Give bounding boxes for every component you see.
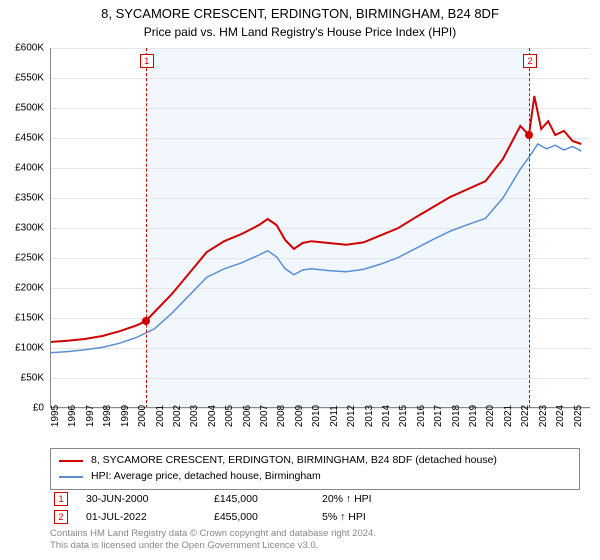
x-tick-label: 2021 (503, 405, 514, 427)
x-tick-label: 2009 (294, 405, 305, 427)
y-tick-label: £200K (15, 283, 44, 294)
x-tick-label: 2003 (189, 405, 200, 427)
x-tick-label: 2020 (485, 405, 496, 427)
legend-swatch (59, 476, 83, 478)
y-axis-line (50, 48, 51, 408)
x-tick-label: 2022 (520, 405, 531, 427)
legend-label: 8, SYCAMORE CRESCENT, ERDINGTON, BIRMING… (91, 453, 497, 469)
x-tick-label: 2008 (276, 405, 287, 427)
x-tick-label: 2005 (224, 405, 235, 427)
x-tick-label: 2025 (573, 405, 584, 427)
event-marker-box: 2 (54, 510, 68, 524)
event-row: 2 01-JUL-2022 £455,000 5% ↑ HPI (50, 508, 580, 526)
x-tick-label: 2019 (468, 405, 479, 427)
x-tick-label: 1997 (85, 405, 96, 427)
event-table: 1 30-JUN-2000 £145,000 20% ↑ HPI 2 01-JUL-202… (50, 490, 580, 526)
marker-dot (525, 131, 533, 139)
chart-title: 8, SYCAMORE CRESCENT, ERDINGTON, BIRMING… (0, 0, 600, 23)
x-tick-label: 1998 (102, 405, 113, 427)
y-tick-label: £250K (15, 253, 44, 264)
legend-row: 8, SYCAMORE CRESCENT, ERDINGTON, BIRMING… (59, 453, 571, 469)
x-tick-label: 2010 (311, 405, 322, 427)
footer-line-1: Contains HM Land Registry data © Crown c… (50, 528, 376, 540)
event-delta: 5% ↑ HPI (322, 511, 432, 523)
marker-vline (146, 48, 147, 408)
x-tick-label: 2011 (329, 405, 340, 427)
y-tick-label: £50K (21, 373, 44, 384)
event-price: £145,000 (214, 493, 304, 505)
x-tick-label: 2001 (155, 405, 166, 427)
y-tick-label: £550K (15, 73, 44, 84)
event-date: 30-JUN-2000 (86, 493, 196, 505)
x-tick-label: 2002 (172, 405, 183, 427)
y-tick-label: £600K (15, 43, 44, 54)
x-tick-label: 2004 (207, 405, 218, 427)
plot-area: 12 £0£50K£100K£150K£200K£250K£300K£350K£… (50, 48, 590, 408)
y-tick-label: £350K (15, 193, 44, 204)
x-tick-label: 2024 (555, 405, 566, 427)
y-tick-label: £150K (15, 313, 44, 324)
marker-label-box: 2 (523, 54, 537, 68)
event-row: 1 30-JUN-2000 £145,000 20% ↑ HPI (50, 490, 580, 508)
x-tick-label: 2014 (381, 405, 392, 427)
x-tick-label: 2016 (416, 405, 427, 427)
x-tick-label: 2007 (259, 405, 270, 427)
y-tick-label: £450K (15, 133, 44, 144)
marker-label-box: 1 (140, 54, 154, 68)
x-tick-label: 2015 (398, 405, 409, 427)
marker-dot (142, 317, 150, 325)
y-tick-label: £0 (33, 403, 44, 414)
y-tick-label: £300K (15, 223, 44, 234)
chart-subtitle: Price paid vs. HM Land Registry's House … (0, 23, 600, 39)
legend-swatch (59, 460, 83, 462)
y-tick-label: £100K (15, 343, 44, 354)
x-tick-label: 1999 (120, 405, 131, 427)
series-hpi (50, 144, 581, 353)
x-tick-label: 2006 (242, 405, 253, 427)
x-tick-label: 2017 (433, 405, 444, 427)
x-tick-label: 2012 (346, 405, 357, 427)
event-delta: 20% ↑ HPI (322, 493, 432, 505)
series-property (50, 96, 581, 342)
event-marker-box: 1 (54, 492, 68, 506)
legend: 8, SYCAMORE CRESCENT, ERDINGTON, BIRMING… (50, 448, 580, 490)
y-tick-label: £500K (15, 103, 44, 114)
x-tick-label: 2013 (364, 405, 375, 427)
footer-attribution: Contains HM Land Registry data © Crown c… (50, 528, 376, 552)
x-tick-label: 1995 (50, 405, 61, 427)
legend-label: HPI: Average price, detached house, Birm… (91, 469, 321, 485)
line-series-svg (50, 48, 590, 408)
footer-line-2: This data is licensed under the Open Gov… (50, 540, 376, 552)
event-date: 01-JUL-2022 (86, 511, 196, 523)
x-tick-label: 2018 (451, 405, 462, 427)
x-tick-label: 1996 (67, 405, 78, 427)
event-price: £455,000 (214, 511, 304, 523)
x-tick-label: 2023 (538, 405, 549, 427)
x-tick-label: 2000 (137, 405, 148, 427)
y-tick-label: £400K (15, 163, 44, 174)
marker-vline (529, 48, 530, 408)
legend-row: HPI: Average price, detached house, Birm… (59, 469, 571, 485)
chart-container: 8, SYCAMORE CRESCENT, ERDINGTON, BIRMING… (0, 0, 600, 560)
